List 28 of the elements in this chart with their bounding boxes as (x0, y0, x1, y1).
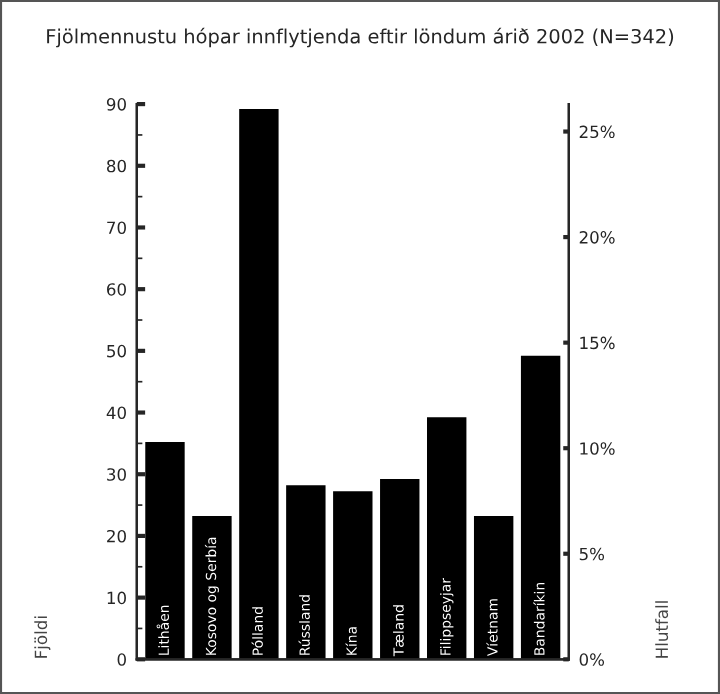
y-tick-label: 30 (107, 468, 126, 481)
bar (520, 355, 561, 660)
bar (145, 442, 185, 660)
y2-tick-label: 5% (579, 547, 605, 561)
y-tick-label: 80 (107, 159, 126, 173)
chart-title: Fjölmennustu hópar innflytjenda eftir löndum árið 2002 (N=342) (47, 27, 674, 48)
bar (473, 516, 514, 660)
bar (239, 108, 279, 660)
y2-tick-label: 20% (579, 231, 615, 244)
y2-tick-label: 15% (580, 336, 615, 350)
y-tick-label: 70 (107, 221, 126, 235)
y2-tick-label: 25% (579, 125, 615, 139)
y-tick-label: 90 (106, 98, 126, 111)
bar (192, 516, 232, 660)
y2-axis-title: Hlutfall (655, 601, 669, 658)
y2-tick-label: 0% (579, 653, 605, 666)
bar (427, 417, 467, 660)
y2-tick-label: 10% (580, 442, 615, 455)
y-tick-label: 0 (117, 653, 126, 666)
y-tick-label: 10 (107, 591, 126, 605)
y-tick-label: 50 (107, 344, 126, 358)
y-tick-label: 40 (106, 406, 126, 420)
y-tick-label: 20 (107, 529, 126, 543)
bar (380, 479, 420, 660)
y-tick-label: 60 (107, 283, 126, 296)
y-axis-title: Fjöldi (34, 616, 51, 658)
bar (286, 485, 326, 660)
bar (333, 491, 373, 660)
